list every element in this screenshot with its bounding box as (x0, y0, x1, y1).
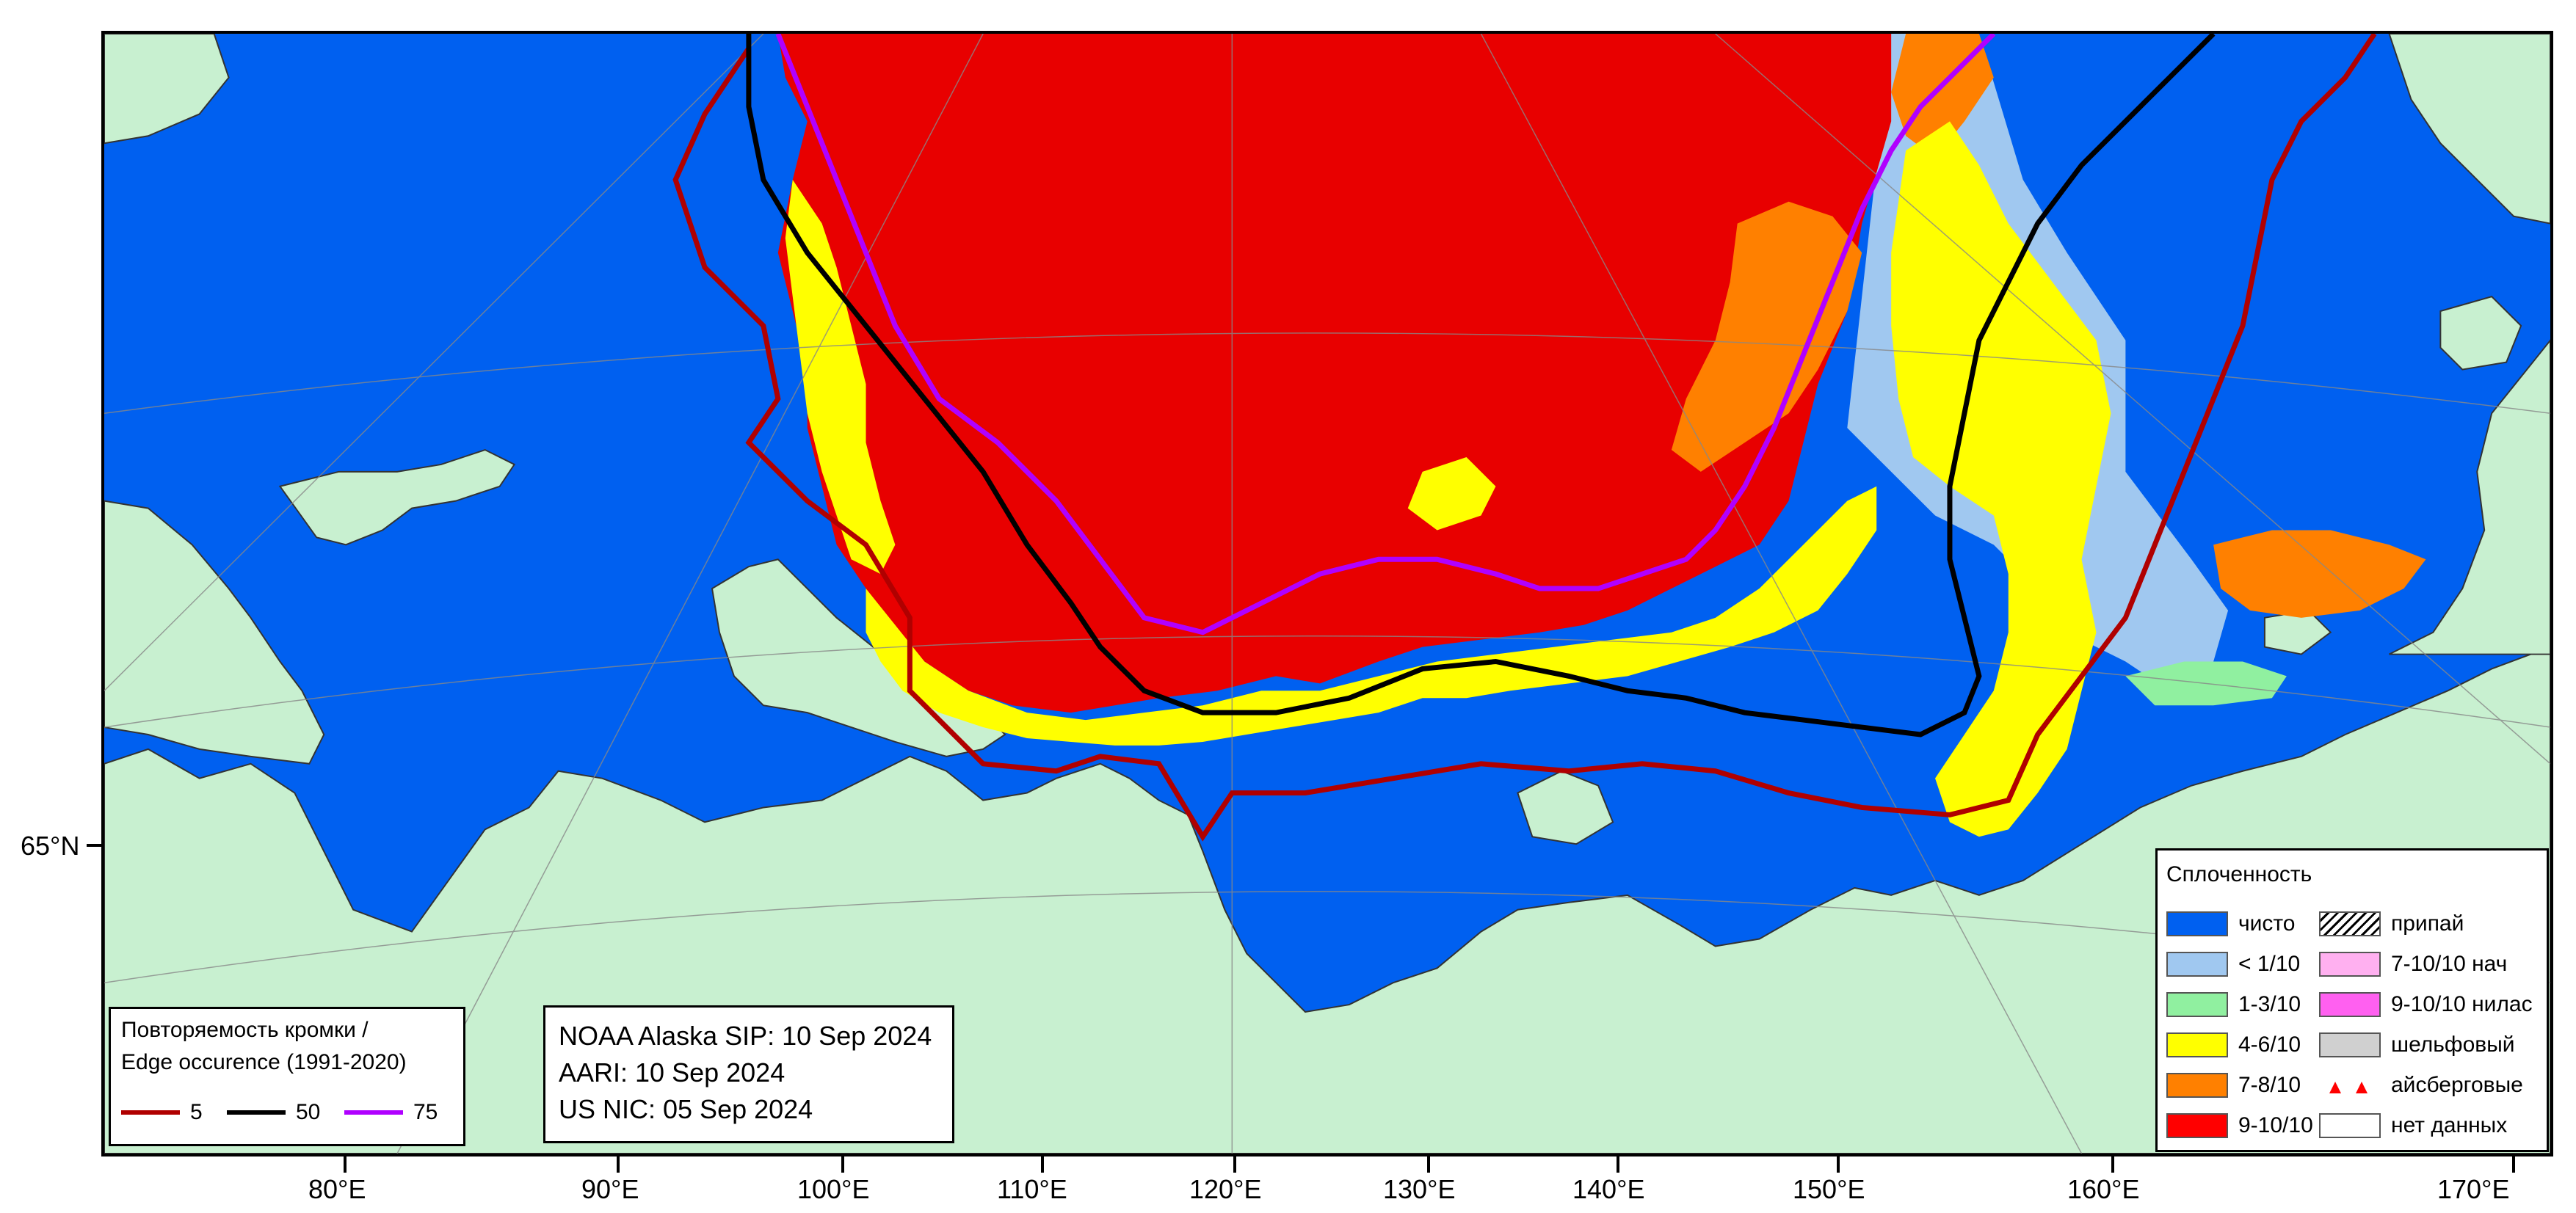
legend-row-nilas: 9-10/10 нилас (2319, 990, 2533, 1019)
legend-row-fast-ice: припай (2319, 909, 2464, 939)
lon-tick (841, 1156, 844, 1173)
legend-row-clear: чисто (2166, 909, 2295, 939)
legend-label: 9-10/10 нилас (2391, 992, 2533, 1016)
ice-7-8-b (1891, 34, 1994, 159)
nilas-swatch-icon (2319, 992, 2381, 1017)
legend-row-no-data: нет данных (2319, 1111, 2507, 1140)
legend-label: 4-6/10 (2238, 1032, 2301, 1057)
legend-row-7-8: 7-8/10 (2166, 1071, 2301, 1100)
legend-label: припай (2391, 911, 2464, 936)
edge-line-75 (775, 34, 1996, 635)
lon-label-140e: 140°E (1572, 1174, 1645, 1204)
lon-tick (1041, 1156, 1044, 1173)
lat-label-65n: 65°N (21, 831, 80, 861)
lon-label-100e: 100°E (797, 1174, 870, 1204)
lon-label-120e: 120°E (1189, 1174, 1262, 1204)
land-chukotka (2389, 339, 2550, 655)
lat-tick-65n (87, 844, 103, 847)
ice-7-8-c (2213, 530, 2426, 618)
edge-legend-item-75: 75 (344, 1100, 438, 1125)
clear-swatch-icon (2166, 911, 2228, 936)
map-frame[interactable] (101, 31, 2553, 1156)
legend-label: < 1/10 (2238, 952, 2301, 976)
ice-4-6-west (785, 179, 896, 575)
legend-row-1-3: 1-3/10 (2166, 990, 2301, 1019)
source-aari: AARI: 10 Sep 2024 (559, 1057, 786, 1088)
legend-row-icebergs: айсберговые (2319, 1071, 2523, 1100)
ice-4-6-main (866, 486, 1877, 746)
edge-occurrence-legend: Повторяемость кромки / Edge occurence (1… (109, 1007, 465, 1146)
ice-9-10 (777, 34, 1892, 713)
edge-legend-title-1: Повторяемость кромки / (121, 1018, 369, 1042)
sea-ice-map[interactable] (104, 34, 2550, 1154)
edge-5-line-icon (121, 1110, 180, 1115)
lon-label-170e: 170°E (2437, 1174, 2510, 1204)
source-noaa: NOAA Alaska SIP: 10 Sep 2024 (559, 1021, 932, 1051)
shelf-swatch-icon (2319, 1032, 2381, 1057)
lon-tick (2512, 1156, 2515, 1173)
legend-row-7-10-new: 7-10/10 нач (2319, 950, 2507, 979)
land-yamal (104, 500, 325, 765)
ice-7-8-a (1671, 201, 1862, 472)
lt1-swatch-icon (2166, 952, 2228, 977)
edge-legend-item-50: 50 (227, 1100, 320, 1125)
edge-legend-label: 5 (190, 1100, 203, 1124)
conc-4-6-swatch-icon (2166, 1032, 2228, 1057)
edge-line-5 (672, 34, 2377, 842)
legend-label: чисто (2238, 911, 2296, 936)
land-novaya-zemlya (278, 448, 516, 546)
edge-legend-item-5: 5 (121, 1100, 203, 1125)
edge-75-line-icon (344, 1110, 403, 1115)
lon-tick (1617, 1156, 1619, 1173)
legend-row-9-10: 9-10/10 (2166, 1111, 2313, 1140)
no-data-swatch-icon (2319, 1113, 2381, 1138)
iceberg-triangles-icon (2319, 1073, 2381, 1098)
legend-row-4-6: 4-6/10 (2166, 1030, 2301, 1060)
conc-9-10-swatch-icon (2166, 1113, 2228, 1138)
new-ice-swatch-icon (2319, 952, 2381, 977)
legend-label: шельфовый (2391, 1032, 2515, 1057)
lon-label-150e: 150°E (1793, 1174, 1865, 1204)
lon-label-80e: 80°E (308, 1174, 366, 1204)
land-alaska-isl (2439, 296, 2522, 371)
lon-label-90e: 90°E (581, 1174, 639, 1204)
source-usnic: US NIC: 05 Sep 2024 (559, 1094, 813, 1124)
lon-label-160e: 160°E (2067, 1174, 2140, 1204)
lon-tick (617, 1156, 620, 1173)
ice-4-6-east (1891, 121, 2111, 837)
lon-tick (2111, 1156, 2114, 1173)
hatched-swatch-icon (2319, 911, 2381, 936)
concentration-legend-title: Сплоченность (2166, 862, 2312, 886)
legend-label: 7-10/10 нач (2391, 952, 2508, 976)
conc-1-3-swatch-icon (2166, 992, 2228, 1017)
lon-tick (344, 1156, 347, 1173)
legend-label: нет данных (2391, 1113, 2508, 1137)
legend-label: 1-3/10 (2238, 992, 2301, 1016)
lon-label-130e: 130°E (1383, 1174, 1456, 1204)
lon-tick (1427, 1156, 1430, 1173)
legend-label: 7-8/10 (2238, 1073, 2301, 1097)
ice-4-6-island (1407, 456, 1496, 531)
legend-row-lt1: < 1/10 (2166, 950, 2300, 979)
legend-label: 9-10/10 (2238, 1113, 2313, 1137)
concentration-legend: Сплоченность чисто < 1/10 1-3/10 4-6/10 … (2155, 848, 2549, 1152)
edge-lines (672, 34, 2377, 842)
land-canada (2388, 34, 2550, 225)
land-frans-josef (104, 34, 230, 145)
lon-label-110e: 110°E (997, 1174, 1067, 1204)
edge-legend-title-2: Edge occurence (1991-2020) (121, 1050, 407, 1074)
lon-tick (1837, 1156, 1840, 1173)
conc-7-8-swatch-icon (2166, 1073, 2228, 1098)
edge-legend-label: 75 (413, 1100, 438, 1124)
data-sources-box: NOAA Alaska SIP: 10 Sep 2024 AARI: 10 Se… (543, 1005, 954, 1143)
ice-layer (777, 34, 2426, 837)
legend-label: айсберговые (2391, 1073, 2523, 1097)
lon-tick (1233, 1156, 1236, 1173)
edge-legend-label: 50 (296, 1100, 321, 1124)
edge-50-line-icon (227, 1110, 286, 1115)
edge-line-50 (746, 34, 2216, 737)
legend-row-shelf: шельфовый (2319, 1030, 2515, 1060)
